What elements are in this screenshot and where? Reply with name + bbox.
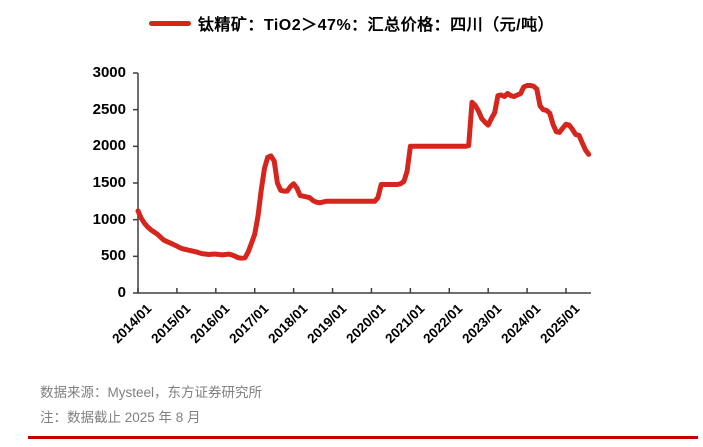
data-cutoff-note: 注：数据截止 2025 年 8 月 [40, 410, 201, 425]
y-axis-tick-label: 1500 [92, 174, 126, 191]
plot-area: 0 500 1000 1500 2000 2500 3000 2014/01 2015/01 2… [92, 64, 592, 346]
y-axis-tick-label: 0 [117, 284, 126, 301]
chart-legend: 钛精矿：TiO2＞47%：汇总价格：四川（元/吨） [0, 11, 703, 35]
chart-footnotes: 数据来源：Mysteel，东方证券研究所 注：数据截止 2025 年 8 月 [40, 380, 262, 430]
data-source-note: 数据来源：Mysteel，东方证券研究所 [40, 385, 263, 400]
y-axis-tick-label: 2000 [92, 137, 126, 155]
axis-lines [137, 73, 591, 294]
y-axis-tick-label: 3000 [92, 64, 126, 81]
legend-label: 钛精矿：TiO2＞47%：汇总价格：四川（元/吨） [197, 17, 555, 34]
price-series-line [135, 83, 592, 261]
legend-line-marker [148, 20, 191, 26]
y-axis-tick-label: 2500 [92, 100, 126, 118]
y-axis-tick-label: 500 [100, 247, 126, 265]
y-axis-tick-label: 1000 [92, 210, 126, 228]
bottom-divider-line [28, 436, 698, 439]
line-chart-canvas [133, 72, 592, 294]
